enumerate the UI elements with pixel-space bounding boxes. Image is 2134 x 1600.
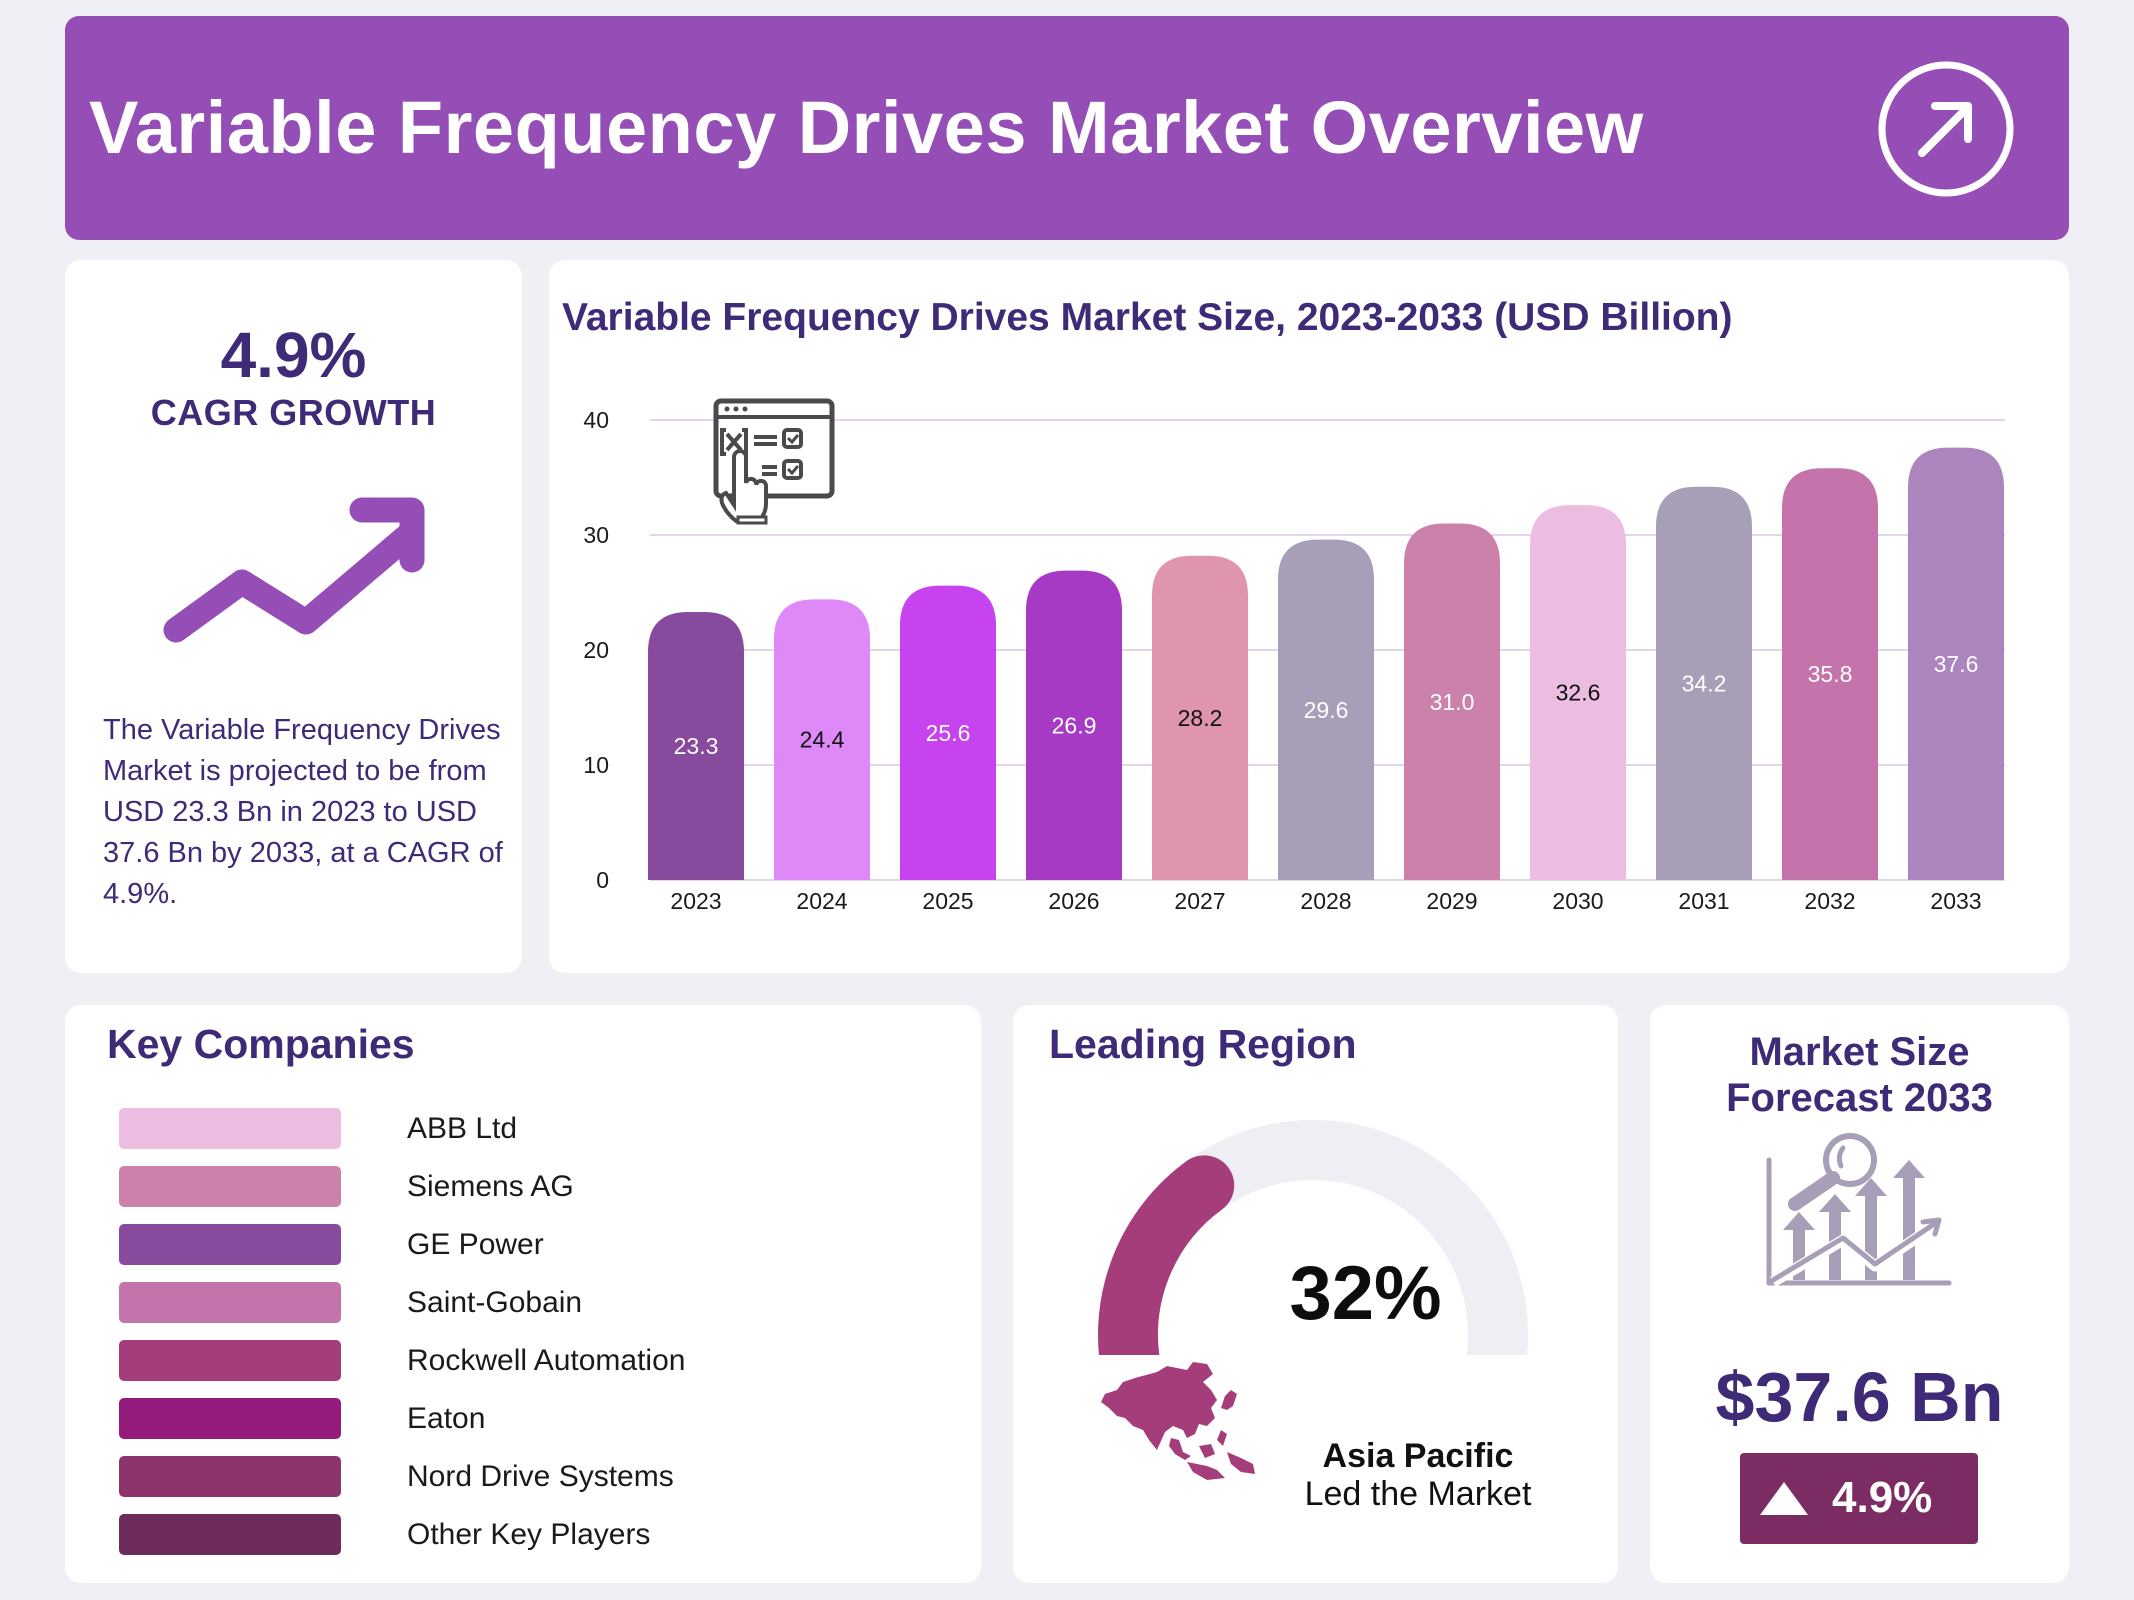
x-tick-label: 2024: [796, 888, 847, 914]
page-title: Variable Frequency Drives Market Overvie…: [89, 86, 1644, 169]
y-tick-label: 30: [583, 522, 609, 548]
company-name: Saint-Gobain: [407, 1286, 583, 1319]
checklist-form-pointer-icon: [713, 398, 835, 525]
bar-value-label: 35.8: [1808, 661, 1853, 687]
forecast-value: $37.6 Bn: [1715, 1358, 2004, 1436]
company-item: Rockwell Automation: [119, 1340, 919, 1398]
growth-badge: 4.9%: [1740, 1453, 1978, 1544]
x-tick-label: 2028: [1300, 888, 1351, 914]
bar-value-label: 25.6: [926, 720, 971, 746]
bar-2025: [900, 585, 996, 880]
triangle-up-icon: [1760, 1482, 1808, 1515]
bar-value-label: 26.9: [1052, 712, 1097, 738]
bar-value-label: 31.0: [1430, 689, 1475, 715]
x-tick-label: 2027: [1174, 888, 1225, 914]
y-tick-label: 40: [583, 407, 609, 433]
asia-pacific-map-icon: [1101, 1362, 1255, 1480]
region-name: Asia Pacific: [1322, 1437, 1514, 1475]
bar-2028: [1278, 539, 1374, 880]
company-color-swatch: [119, 1514, 341, 1555]
bar-2027: [1152, 555, 1248, 880]
cagr-description: The Variable Frequency Drives Market is …: [103, 714, 503, 910]
bar-2029: [1404, 523, 1500, 880]
forecast-title: Market Size Forecast 2033: [1650, 1029, 2069, 1121]
company-item: Siemens AG: [119, 1166, 919, 1224]
forecast-title-line2: Forecast 2033: [1726, 1076, 1993, 1120]
bar-2026: [1026, 570, 1122, 880]
cagr-value: 4.9%: [220, 319, 367, 391]
cagr-label: CAGR GROWTH: [150, 392, 437, 433]
company-name: Siemens AG: [407, 1170, 574, 1203]
forecast-title-line1: Market Size: [1749, 1030, 1970, 1074]
companies-title: Key Companies: [107, 1021, 415, 1067]
company-color-swatch: [119, 1108, 341, 1149]
company-item: Other Key Players: [119, 1514, 919, 1572]
trend-up-arrow-icon: [163, 497, 425, 643]
bar-value-label: 24.4: [800, 727, 845, 753]
company-item: ABB Ltd: [119, 1108, 919, 1166]
company-name: Nord Drive Systems: [407, 1460, 674, 1493]
chart-card: Variable Frequency Drives Market Size, 2…: [549, 260, 2069, 973]
company-color-swatch: [119, 1224, 341, 1265]
growth-badge-value: 4.9%: [1832, 1473, 1933, 1522]
x-tick-label: 2032: [1804, 888, 1855, 914]
bar-value-label: 23.3: [674, 733, 719, 759]
bar-2031: [1656, 486, 1752, 880]
company-color-swatch: [119, 1398, 341, 1439]
leading-region-card: Leading Region 32% Asia Pacific Led the …: [1013, 1005, 1618, 1583]
company-item: Eaton: [119, 1398, 919, 1456]
company-color-swatch: [119, 1282, 341, 1323]
region-subtitle: Led the Market: [1304, 1475, 1532, 1513]
bar-2023: [648, 612, 744, 880]
company-color-swatch: [119, 1456, 341, 1497]
bar-value-label: 32.6: [1556, 680, 1601, 706]
x-tick-label: 2023: [670, 888, 721, 914]
region-share-gauge: [1098, 1120, 1528, 1355]
arrow-up-right-circle-icon: [1878, 61, 2014, 197]
company-name: Rockwell Automation: [407, 1344, 686, 1377]
y-tick-label: 20: [583, 637, 609, 663]
gauge-fill: [1098, 1155, 1235, 1355]
bar-2032: [1782, 468, 1878, 880]
company-item: Nord Drive Systems: [119, 1456, 919, 1514]
region-share-value: 32%: [1289, 1251, 1442, 1336]
company-name: Other Key Players: [407, 1518, 651, 1551]
y-tick-label: 10: [583, 752, 609, 778]
bar-value-label: 28.2: [1178, 705, 1223, 731]
x-tick-label: 2025: [922, 888, 973, 914]
x-tick-label: 2033: [1930, 888, 1981, 914]
header-banner: Variable Frequency Drives Market Overvie…: [65, 16, 2069, 240]
region-title: Leading Region: [1049, 1021, 1357, 1067]
chart-title: Variable Frequency Drives Market Size, 2…: [562, 296, 1733, 339]
company-name: ABB Ltd: [407, 1112, 518, 1145]
bar-value-label: 29.6: [1304, 697, 1349, 723]
company-item: GE Power: [119, 1224, 919, 1282]
cagr-card: 4.9% CAGR GROWTH The Variable Frequency …: [65, 260, 522, 973]
company-color-swatch: [119, 1340, 341, 1381]
x-tick-label: 2031: [1678, 888, 1729, 914]
bar-2024: [774, 599, 870, 880]
company-item: Saint-Gobain: [119, 1282, 919, 1340]
y-tick-label: 0: [596, 867, 609, 893]
bar-chart: 23.3 24.4 25.6 26.9 28.2 29.6 31.0 32.6 34.2 35.8…: [583, 407, 2005, 914]
company-name: GE Power: [407, 1228, 544, 1261]
key-companies-card: Key Companies ABB Ltd Siemens AG GE Powe…: [65, 1005, 981, 1583]
company-color-swatch: [119, 1166, 341, 1207]
x-tick-label: 2029: [1426, 888, 1477, 914]
market-forecast-card: Market Size Forecast 2033 $37.6 Bn 4.9%: [1650, 1005, 2069, 1583]
chart-magnifier-growth-icon: [1766, 1133, 1952, 1287]
x-tick-label: 2030: [1552, 888, 1603, 914]
bar-value-label: 37.6: [1934, 651, 1979, 677]
bar-2033: [1908, 447, 2004, 880]
bar-value-label: 34.2: [1682, 670, 1727, 696]
x-tick-label: 2026: [1048, 888, 1099, 914]
companies-list: ABB Ltd Siemens AG GE Power Saint-Gobain…: [119, 1108, 919, 1572]
bar-2030: [1530, 505, 1626, 880]
company-name: Eaton: [407, 1402, 486, 1435]
